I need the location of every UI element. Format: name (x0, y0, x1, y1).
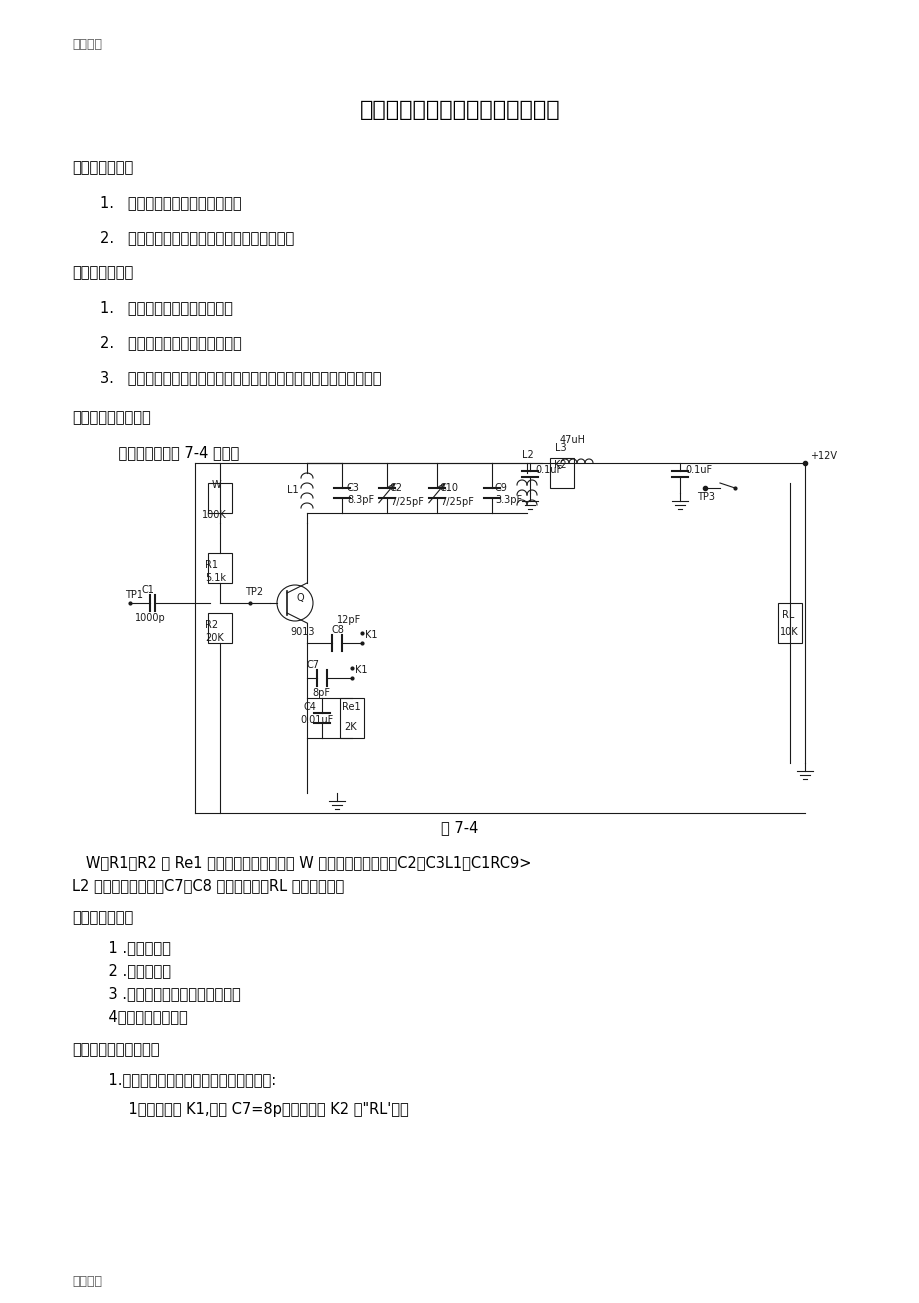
Text: 三、实验电路说明：: 三、实验电路说明： (72, 410, 151, 425)
Bar (208, 552, 232, 582)
Text: 本实验电路如图 7-4 所示。: 本实验电路如图 7-4 所示。 (100, 446, 239, 460)
Text: C4: C4 (303, 702, 316, 711)
Text: L2 构成双谐振回路，C7、C8 为耦合电容。RL 为负载电阻。: L2 构成双谐振回路，C7、C8 为耦合电容。RL 为负载电阻。 (72, 878, 344, 893)
Bar (777, 603, 801, 642)
Text: 五、实验内容和步骤：: 五、实验内容和步骤： (72, 1042, 159, 1057)
Text: C1: C1 (142, 585, 154, 595)
Text: TP3: TP3 (697, 493, 714, 502)
Text: C3: C3 (346, 483, 359, 493)
Text: 3 .实验箱及单、双调谐放大模块: 3 .实验箱及单、双调谐放大模块 (90, 986, 241, 1001)
Text: +12V: +12V (809, 451, 836, 461)
Text: 1000p: 1000p (135, 612, 165, 623)
Text: 100K: 100K (202, 509, 226, 520)
Text: L2: L2 (521, 450, 533, 460)
Bar (340, 698, 364, 737)
Text: 2.   了解实验电路中各元件作用；: 2. 了解实验电路中各元件作用； (100, 335, 242, 351)
Text: 2K: 2K (344, 722, 357, 732)
Text: 精品文档: 精品文档 (72, 1276, 102, 1287)
Text: 7/25pF: 7/25pF (439, 496, 473, 507)
Text: 1.测量双调谐回路谐振放大器的频率特性:: 1.测量双调谐回路谐振放大器的频率特性: (90, 1072, 276, 1087)
Text: 一、实验目的：: 一、实验目的： (72, 160, 133, 175)
Text: K1: K1 (355, 665, 367, 675)
Text: 10K: 10K (779, 627, 798, 637)
Text: RL: RL (781, 610, 793, 620)
Text: 0.1uF: 0.1uF (535, 465, 562, 476)
Text: C7: C7 (307, 661, 320, 670)
Text: W: W (211, 480, 221, 490)
Text: L3: L3 (554, 443, 566, 453)
Text: 精品文档: 精品文档 (72, 38, 102, 51)
Text: 2 .数字频率计: 2 .数字频率计 (90, 963, 171, 979)
Text: 0.1uF: 0.1uF (685, 465, 711, 476)
Text: 1.   复习谐振回路的工作原理；: 1. 复习谐振回路的工作原理； (100, 300, 233, 315)
Bar (208, 612, 232, 642)
Text: K1: K1 (365, 629, 377, 640)
Bar (208, 483, 232, 513)
Text: C8: C8 (332, 625, 345, 635)
Text: 四、实验仪器：: 四、实验仪器： (72, 909, 133, 925)
Text: 图 7-4: 图 7-4 (441, 820, 478, 835)
Text: 8pF: 8pF (312, 688, 330, 698)
Text: R1: R1 (205, 560, 218, 569)
Text: C9: C9 (494, 483, 507, 493)
Bar (550, 457, 573, 489)
Text: R2: R2 (205, 620, 218, 629)
Text: 实验四双调谐回路谐振放大器实验: 实验四双调谐回路谐振放大器实验 (359, 100, 560, 120)
Text: C2: C2 (390, 483, 403, 493)
Text: 9013: 9013 (289, 627, 314, 637)
Text: 1.   进一步熟悉高频电路实验箱；: 1. 进一步熟悉高频电路实验箱； (100, 195, 242, 210)
Text: 4、高频信号发生器: 4、高频信号发生器 (90, 1009, 187, 1024)
Text: 1 .双踪示波器: 1 .双踪示波器 (90, 939, 171, 955)
Text: TP1: TP1 (125, 590, 142, 599)
Text: 5.1k: 5.1k (205, 573, 226, 582)
Text: 3.3pF: 3.3pF (494, 495, 522, 506)
Text: 7/25pF: 7/25pF (390, 496, 424, 507)
Text: TP2: TP2 (244, 586, 263, 597)
Text: 3.   了解双调谐回路谐振放大器与单调谐回路谐振放大器的异同之处。: 3. 了解双调谐回路谐振放大器与单调谐回路谐振放大器的异同之处。 (100, 370, 381, 384)
Text: 2.   熟悉双调谐回路放大器幅频特性分析方法；: 2. 熟悉双调谐回路放大器幅频特性分析方法； (100, 231, 294, 245)
Text: L1: L1 (287, 485, 299, 495)
Text: W、R1、R2 和 Re1 为直流偏置电路，调节 W 可改变直流工作点。C2、C3L1、C1RC9>: W、R1、R2 和 Re1 为直流偏置电路，调节 W 可改变直流工作点。C2、C… (72, 855, 531, 870)
Text: 47uH: 47uH (560, 435, 585, 446)
Text: Re1: Re1 (342, 702, 360, 711)
Text: K2: K2 (553, 460, 566, 470)
Text: 1）拨动开关 K1,选中 C7=8p；拨动开关 K2 至"RL'档；: 1）拨动开关 K1,选中 C7=8p；拨动开关 K2 至"RL'档； (110, 1102, 408, 1117)
Text: 二、预习要求：: 二、预习要求： (72, 265, 133, 280)
Text: 20K: 20K (205, 633, 223, 642)
Text: C10: C10 (439, 483, 459, 493)
Text: 0.01uF: 0.01uF (300, 715, 333, 724)
Text: 12pF: 12pF (336, 615, 361, 625)
Text: 8.3pF: 8.3pF (346, 495, 374, 506)
Text: Q: Q (297, 593, 304, 603)
